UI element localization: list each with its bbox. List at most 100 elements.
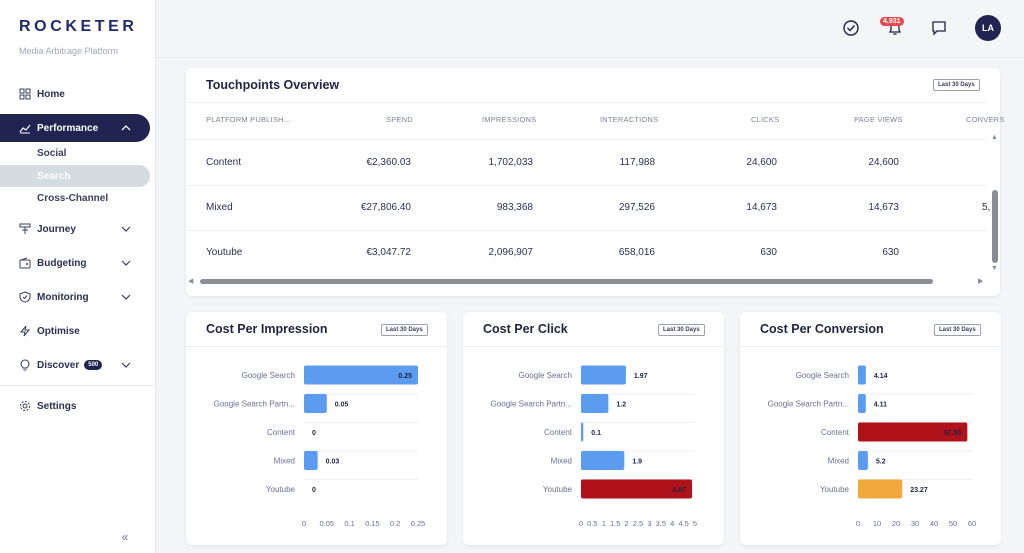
scroll-down-arrow-icon[interactable]: ▼ (991, 265, 998, 272)
axis-tick-label: 2.5 (633, 519, 643, 528)
category-label: Content (821, 428, 850, 437)
bar[interactable] (304, 365, 418, 385)
axis-tick-label: 1.5 (610, 519, 620, 528)
sidebar-subitem-cross-channel[interactable]: Cross-Channel (0, 187, 150, 209)
chat-icon[interactable] (930, 19, 948, 37)
sidebar-item-home[interactable]: Home (0, 82, 150, 106)
sidebar-item-performance[interactable]: Performance (0, 114, 150, 142)
chart-title: Cost Per Conversion (760, 322, 884, 336)
sidebar-item-label: Journey (37, 223, 76, 235)
table-cell: Youtube (206, 247, 243, 258)
category-label: Google Search Partn... (214, 400, 295, 409)
sidebar-item-discover[interactable]: Discover 500 (0, 353, 150, 377)
table-cell: 24,600 (746, 157, 777, 168)
category-label: Google Search (519, 371, 572, 380)
cost-per-click-card (463, 312, 724, 545)
axis-tick-label: 50 (949, 519, 957, 528)
table-cell: €3,047.72 (366, 247, 412, 258)
axis-tick-label: 60 (968, 519, 976, 528)
axis-tick-label: 0.25 (411, 519, 426, 528)
column-header-interactions[interactable]: INTERACTIONS (600, 115, 659, 124)
category-label: Youtube (266, 485, 296, 494)
axis-tick-label: 20 (892, 519, 900, 528)
scroll-left-arrow-icon[interactable]: ◀ (188, 278, 194, 285)
table-cell: 14,673 (746, 202, 777, 213)
sidebar-divider (0, 385, 156, 386)
sidebar-item-label: Optimise (37, 325, 80, 337)
value-label: 0.1 (591, 430, 601, 437)
axis-tick-label: 0.2 (390, 519, 400, 528)
axis-tick-label: 0 (302, 519, 306, 528)
bar[interactable] (858, 365, 866, 385)
horizontal-scrollbar-thumb[interactable] (200, 279, 933, 284)
collapse-sidebar-button[interactable]: « (121, 530, 129, 544)
sidebar-subitem-label: Cross-Channel (37, 192, 109, 204)
table-cell: Content (206, 157, 242, 168)
axis-tick-label: 0.5 (587, 519, 597, 528)
bolt-icon (19, 325, 31, 337)
chevron-down-icon (121, 294, 131, 300)
column-header-platform[interactable]: PLATFORM PUBLISH... (206, 115, 291, 124)
value-label: 4.14 (874, 373, 888, 380)
table-cell: 117,988 (619, 157, 655, 168)
row-divider (186, 230, 986, 231)
chart-header-divider (463, 346, 724, 347)
sidebar-item-settings[interactable]: Settings (0, 394, 150, 418)
scroll-right-arrow-icon[interactable]: ▶ (978, 278, 984, 285)
value-label: 0 (312, 430, 316, 437)
bar[interactable] (304, 451, 318, 470)
vertical-scrollbar-thumb[interactable] (992, 190, 998, 263)
sidebar-item-optimise[interactable]: Optimise (0, 319, 150, 343)
axis-tick-label: 0 (856, 519, 860, 528)
axis-tick-label: 4 (670, 519, 674, 528)
bar[interactable] (581, 479, 693, 499)
sidebar-item-budgeting[interactable]: Budgeting (0, 251, 150, 275)
axis-tick-label: 0.15 (365, 519, 380, 528)
sidebar-item-monitoring[interactable]: Monitoring (0, 285, 150, 309)
chevron-down-icon (121, 226, 131, 232)
sidebar-item-label: Home (37, 88, 65, 100)
axis-tick-label: 0.05 (319, 519, 334, 528)
axis-tick-label: 4.5 (678, 519, 688, 528)
bar[interactable] (858, 479, 903, 499)
check-circle-icon[interactable] (842, 19, 860, 37)
bar[interactable] (581, 365, 626, 385)
bar[interactable] (858, 451, 868, 470)
bar[interactable] (304, 394, 327, 413)
shield-icon (19, 291, 31, 303)
sidebar-subitem-search[interactable]: Search (0, 165, 150, 187)
column-header-page-views[interactable]: PAGE VIEWS (854, 115, 903, 124)
axis-tick-label: 3.5 (656, 519, 666, 528)
brand-logo[interactable]: ROCKETER (19, 18, 138, 35)
cost-per-impression-card (186, 312, 447, 545)
bar[interactable] (581, 394, 609, 413)
table-cell: €27,806.40 (360, 202, 411, 213)
cost-per-conversion-chart: Google Search 4.14 Google Search Partn... 4… (768, 365, 976, 528)
sidebar-subitem-label: Social (37, 147, 67, 159)
bar[interactable] (858, 394, 866, 413)
chart-range-button[interactable]: Last 30 Days (934, 324, 981, 336)
column-header-clicks[interactable]: CLICKS (751, 115, 780, 124)
axis-tick-label: 40 (930, 519, 938, 528)
bar[interactable] (581, 422, 584, 442)
table-cell: 630 (882, 247, 899, 258)
value-label: 1.97 (634, 373, 648, 380)
sidebar-item-journey[interactable]: Journey (0, 217, 150, 241)
column-header-conversions[interactable]: CONVERS (966, 115, 1005, 124)
touchpoints-range-button[interactable]: Last 30 Days (933, 79, 980, 91)
column-header-impressions[interactable]: IMPRESSIONS (482, 115, 537, 124)
bar[interactable] (858, 422, 968, 442)
user-avatar[interactable]: LA (975, 15, 1001, 41)
sidebar-subitem-label: Search (37, 170, 71, 182)
touchpoints-title: Touchpoints Overview (206, 78, 340, 92)
column-header-spend[interactable]: SPEND (386, 115, 413, 124)
cost-per-impression-chart: Google Search 0.25 Google Search Partn... 0… (214, 365, 426, 528)
chevron-down-icon (121, 362, 131, 368)
scroll-up-arrow-icon[interactable]: ▲ (991, 134, 998, 141)
value-label: 0.05 (335, 402, 349, 409)
bar[interactable] (581, 451, 625, 470)
sidebar-subitem-social[interactable]: Social (0, 142, 150, 164)
chart-range-button[interactable]: Last 30 Days (381, 324, 428, 336)
touchpoints-card (186, 68, 1000, 296)
chart-range-button[interactable]: Last 30 Days (658, 324, 705, 336)
